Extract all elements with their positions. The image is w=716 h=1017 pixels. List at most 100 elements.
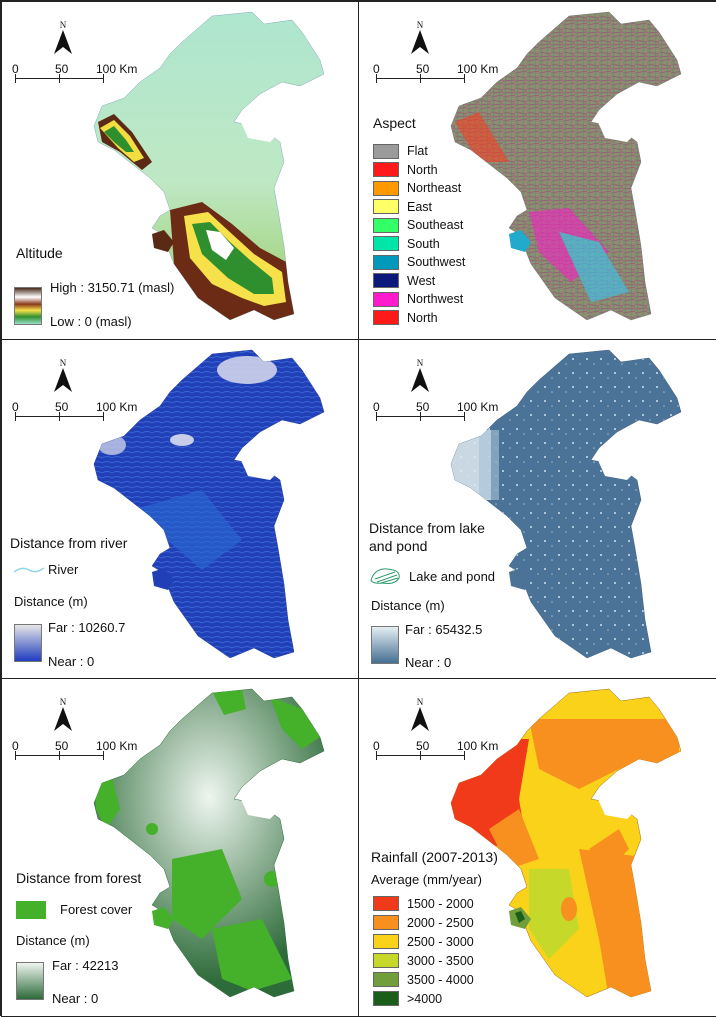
river-color-ramp bbox=[14, 624, 42, 662]
forest-distance-label: Distance (m) bbox=[16, 933, 90, 948]
forest-title: Distance from forest bbox=[16, 870, 142, 886]
altitude-panel: N 0 50 100 Km Altitude High : 3150.71 (m… bbox=[1, 1, 359, 340]
forest-far-label: Far : 42213 bbox=[52, 958, 119, 973]
lake-title-line2: and pond bbox=[369, 538, 428, 554]
river-line-icon bbox=[14, 567, 44, 573]
aspect-legend-item: South bbox=[373, 235, 465, 254]
rainfall-legend-item: 2000 - 2500 bbox=[373, 913, 474, 932]
aspect-legend-item: Northeast bbox=[373, 179, 465, 198]
forest-distance-map bbox=[93, 688, 325, 998]
scale-label-0: 0 bbox=[12, 400, 19, 414]
north-arrow: N bbox=[52, 20, 74, 54]
north-arrow: N bbox=[52, 358, 74, 392]
scale-label-100: 100 Km bbox=[457, 400, 499, 414]
north-arrow-icon bbox=[411, 368, 429, 392]
aspect-legend-item: North bbox=[373, 309, 465, 328]
rainfall-legend-item: 3000 - 3500 bbox=[373, 951, 474, 970]
scale-label-50: 50 bbox=[55, 400, 69, 414]
lake-feature-label: Lake and pond bbox=[409, 569, 496, 584]
lake-distance-panel: N 0 50 100 Km Distance from lake and pon… bbox=[358, 339, 716, 679]
rainfall-map bbox=[450, 688, 682, 998]
scale-label-0: 0 bbox=[373, 62, 380, 76]
scale-label-100: 100 Km bbox=[96, 739, 138, 753]
north-arrow-icon bbox=[54, 30, 72, 54]
scale-label-50: 50 bbox=[55, 62, 69, 76]
river-distance-panel: N 0 50 100 Km Distance from river River … bbox=[1, 339, 359, 679]
scale-label-50: 50 bbox=[416, 62, 430, 76]
aspect-legend-item: West bbox=[373, 272, 465, 291]
scale-label-0: 0 bbox=[373, 400, 380, 414]
scale-bar: 0 50 100 Km bbox=[10, 739, 140, 765]
river-distance-label: Distance (m) bbox=[14, 594, 88, 609]
scale-label-100: 100 Km bbox=[96, 62, 138, 76]
aspect-legend-item: North bbox=[373, 161, 465, 180]
aspect-legend-item: East bbox=[373, 198, 465, 217]
north-label: N bbox=[59, 358, 67, 368]
altitude-high-label: High : 3150.71 (masl) bbox=[50, 280, 175, 295]
rainfall-panel: N 0 50 100 Km Rainfall (2007-2013) Avera… bbox=[358, 678, 716, 1017]
forest-distance-panel: N 0 50 100 Km Distance from forest Fores… bbox=[1, 678, 359, 1017]
scale-label-50: 50 bbox=[416, 400, 430, 414]
aspect-legend-item: Northwest bbox=[373, 290, 465, 309]
north-label: N bbox=[416, 358, 424, 368]
rainfall-legend-item: >4000 bbox=[373, 989, 474, 1008]
north-arrow-icon bbox=[411, 707, 429, 731]
north-label: N bbox=[416, 697, 424, 707]
lake-far-label: Far : 65432.5 bbox=[405, 622, 483, 637]
scale-bar: 0 50 100 Km bbox=[371, 62, 501, 88]
scale-label-50: 50 bbox=[55, 739, 69, 753]
altitude-color-ramp bbox=[14, 287, 42, 325]
altitude-map bbox=[93, 11, 325, 321]
scale-label-100: 100 Km bbox=[457, 62, 499, 76]
forest-near-label: Near : 0 bbox=[52, 991, 99, 1006]
rainfall-legend: 1500 - 2000 2000 - 2500 2500 - 3000 3000… bbox=[373, 894, 474, 1008]
north-arrow-icon bbox=[54, 707, 72, 731]
lake-title-line1: Distance from lake bbox=[369, 520, 485, 536]
aspect-legend: Flat North Northeast East Southeast Sout… bbox=[373, 142, 465, 327]
aspect-panel: N 0 50 100 Km Aspect Flat North Northeas… bbox=[358, 1, 716, 340]
altitude-title: Altitude bbox=[16, 245, 63, 261]
rainfall-legend-item: 3500 - 4000 bbox=[373, 970, 474, 989]
north-label: N bbox=[416, 20, 424, 30]
lake-near-label: Near : 0 bbox=[405, 655, 452, 670]
north-arrow: N bbox=[409, 697, 431, 731]
river-distance-map bbox=[93, 349, 325, 659]
north-arrow-icon bbox=[54, 368, 72, 392]
north-label: N bbox=[59, 697, 67, 707]
scale-label-0: 0 bbox=[12, 739, 19, 753]
lake-color-ramp bbox=[371, 626, 399, 664]
forest-color-ramp bbox=[16, 962, 44, 1000]
forest-feature-label: Forest cover bbox=[60, 902, 133, 917]
north-arrow: N bbox=[52, 697, 74, 731]
rainfall-subtitle: Average (mm/year) bbox=[371, 872, 483, 887]
scale-bar: 0 50 100 Km bbox=[371, 400, 501, 426]
scale-label-50: 50 bbox=[416, 739, 430, 753]
rainfall-title: Rainfall (2007-2013) bbox=[371, 849, 498, 865]
rainfall-legend-item: 1500 - 2000 bbox=[373, 894, 474, 913]
aspect-legend-item: Southwest bbox=[373, 253, 465, 272]
scale-bar: 0 50 100 Km bbox=[371, 739, 501, 765]
rainfall-legend-item: 2500 - 3000 bbox=[373, 932, 474, 951]
lake-polygon-icon bbox=[370, 568, 400, 584]
aspect-legend-item: Southeast bbox=[373, 216, 465, 235]
scale-bar: 0 50 100 Km bbox=[10, 62, 140, 88]
river-far-label: Far : 10260.7 bbox=[48, 620, 126, 635]
north-arrow-icon bbox=[411, 30, 429, 54]
scale-label-0: 0 bbox=[373, 739, 380, 753]
forest-cover-swatch bbox=[16, 901, 46, 919]
river-feature-label: River bbox=[48, 562, 79, 577]
scale-label-100: 100 Km bbox=[96, 400, 138, 414]
scale-label-100: 100 Km bbox=[457, 739, 499, 753]
lake-distance-label: Distance (m) bbox=[371, 598, 445, 613]
altitude-low-label: Low : 0 (masl) bbox=[50, 314, 132, 329]
north-arrow: N bbox=[409, 20, 431, 54]
north-label: N bbox=[59, 20, 67, 30]
aspect-map bbox=[450, 11, 682, 321]
scale-bar: 0 50 100 Km bbox=[10, 400, 140, 426]
aspect-legend-item: Flat bbox=[373, 142, 465, 161]
lake-distance-map bbox=[450, 349, 682, 659]
river-near-label: Near : 0 bbox=[48, 654, 95, 669]
scale-label-0: 0 bbox=[12, 62, 19, 76]
aspect-title: Aspect bbox=[373, 115, 416, 131]
